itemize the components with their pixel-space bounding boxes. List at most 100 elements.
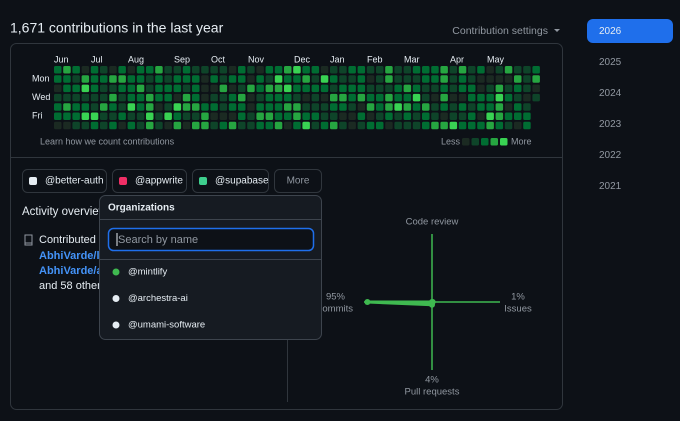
day-cell [330,112,338,120]
day-cell [81,121,90,130]
day-cell [228,75,237,83]
day-cell [238,84,246,93]
day-cell [192,66,200,74]
day-cell [477,112,485,120]
day-cell [514,66,522,74]
day-cell [182,66,191,74]
day-cell [504,84,513,93]
day-cell [422,103,430,111]
day-cell [477,121,485,130]
day-cell [366,121,375,130]
day-cell [394,93,402,102]
day-cell [90,84,99,93]
org-item[interactable]: @archestra-ai [128,293,188,304]
day-cell [256,103,264,111]
day-cell [228,66,237,74]
day-cell [431,112,439,120]
day-cell [523,84,531,93]
settings-button[interactable]: Contribution settings [452,25,548,37]
day-cell [504,93,513,102]
day-cell [284,84,292,93]
axis-label: Code review [406,217,459,228]
year-link[interactable]: 2024 [599,88,622,99]
day-cell [192,84,200,93]
month-label: Dec [294,54,311,64]
day-cell [440,75,448,83]
day-cell [412,75,421,83]
year-link[interactable]: 2023 [599,119,622,130]
org-icon [199,177,207,185]
org-name: @supabase [215,176,269,187]
day-cell [72,93,80,102]
day-cell [238,103,246,111]
month-label: Apr [450,54,464,64]
day-cell [394,66,402,74]
day-cell [256,84,264,93]
org-button[interactable] [192,169,269,193]
day-cell [440,93,448,102]
day-cell [100,103,108,111]
more-button[interactable] [274,169,322,193]
search-input[interactable] [107,227,315,252]
day-cell [440,84,448,93]
day-cell [514,75,522,83]
day-cell [210,121,218,130]
org-item[interactable]: @umami-software [128,320,205,331]
learn-link[interactable]: Learn how we count contributions [40,136,175,146]
day-cell [265,112,274,120]
year-link[interactable]: 2021 [599,181,622,192]
repo-link[interactable]: AbhiVarde/lo [39,250,107,262]
day-cell [394,103,402,111]
search-placeholder: Search by name [118,234,198,246]
day-cell [284,103,292,111]
day-cell [468,112,476,120]
day-cell [54,93,62,102]
day-cell [100,121,108,130]
day-cell [210,84,218,93]
day-cell [109,84,117,93]
day-cell [274,75,283,83]
year-link[interactable]: 2025 [599,57,622,68]
day-cell [339,84,347,93]
day-cell [90,103,99,111]
day-cell [366,103,375,111]
day-cell [440,112,448,120]
day-cell [514,103,522,111]
day-cell [173,93,182,102]
day-cell [330,66,338,74]
year-link[interactable]: 2026 [599,26,622,37]
day-cell [219,93,228,102]
day-cell [357,121,366,130]
repo-link[interactable]: AbhiVarde/a [39,265,103,277]
day-cell [81,103,90,111]
org-item[interactable]: @mintlify [128,267,167,278]
day-cell [357,103,366,111]
day-cell [348,121,356,130]
day-cell [449,103,458,111]
caret [554,29,560,32]
day-cell [458,103,467,111]
day-cell [449,121,458,130]
day-cell [468,93,476,102]
axis-label: Issues [504,304,532,315]
day-cell [348,103,356,111]
day-cell [339,103,347,111]
day-cell [376,112,384,120]
day-cell [486,103,494,111]
day-cell [504,66,513,74]
day-cell [164,75,172,83]
day-cell [385,66,393,74]
day-cell [422,112,430,120]
day-cell [468,75,476,83]
year-link[interactable]: 2022 [599,150,622,161]
day-cell [219,66,228,74]
day-cell [486,66,494,74]
day-cell [136,112,145,120]
day-cell [155,84,163,93]
org-button[interactable] [112,169,187,193]
org-button[interactable] [22,169,107,193]
day-cell [63,66,71,74]
month-label: Jul [91,54,103,64]
day-cell [302,93,310,102]
day-cell [109,121,117,130]
